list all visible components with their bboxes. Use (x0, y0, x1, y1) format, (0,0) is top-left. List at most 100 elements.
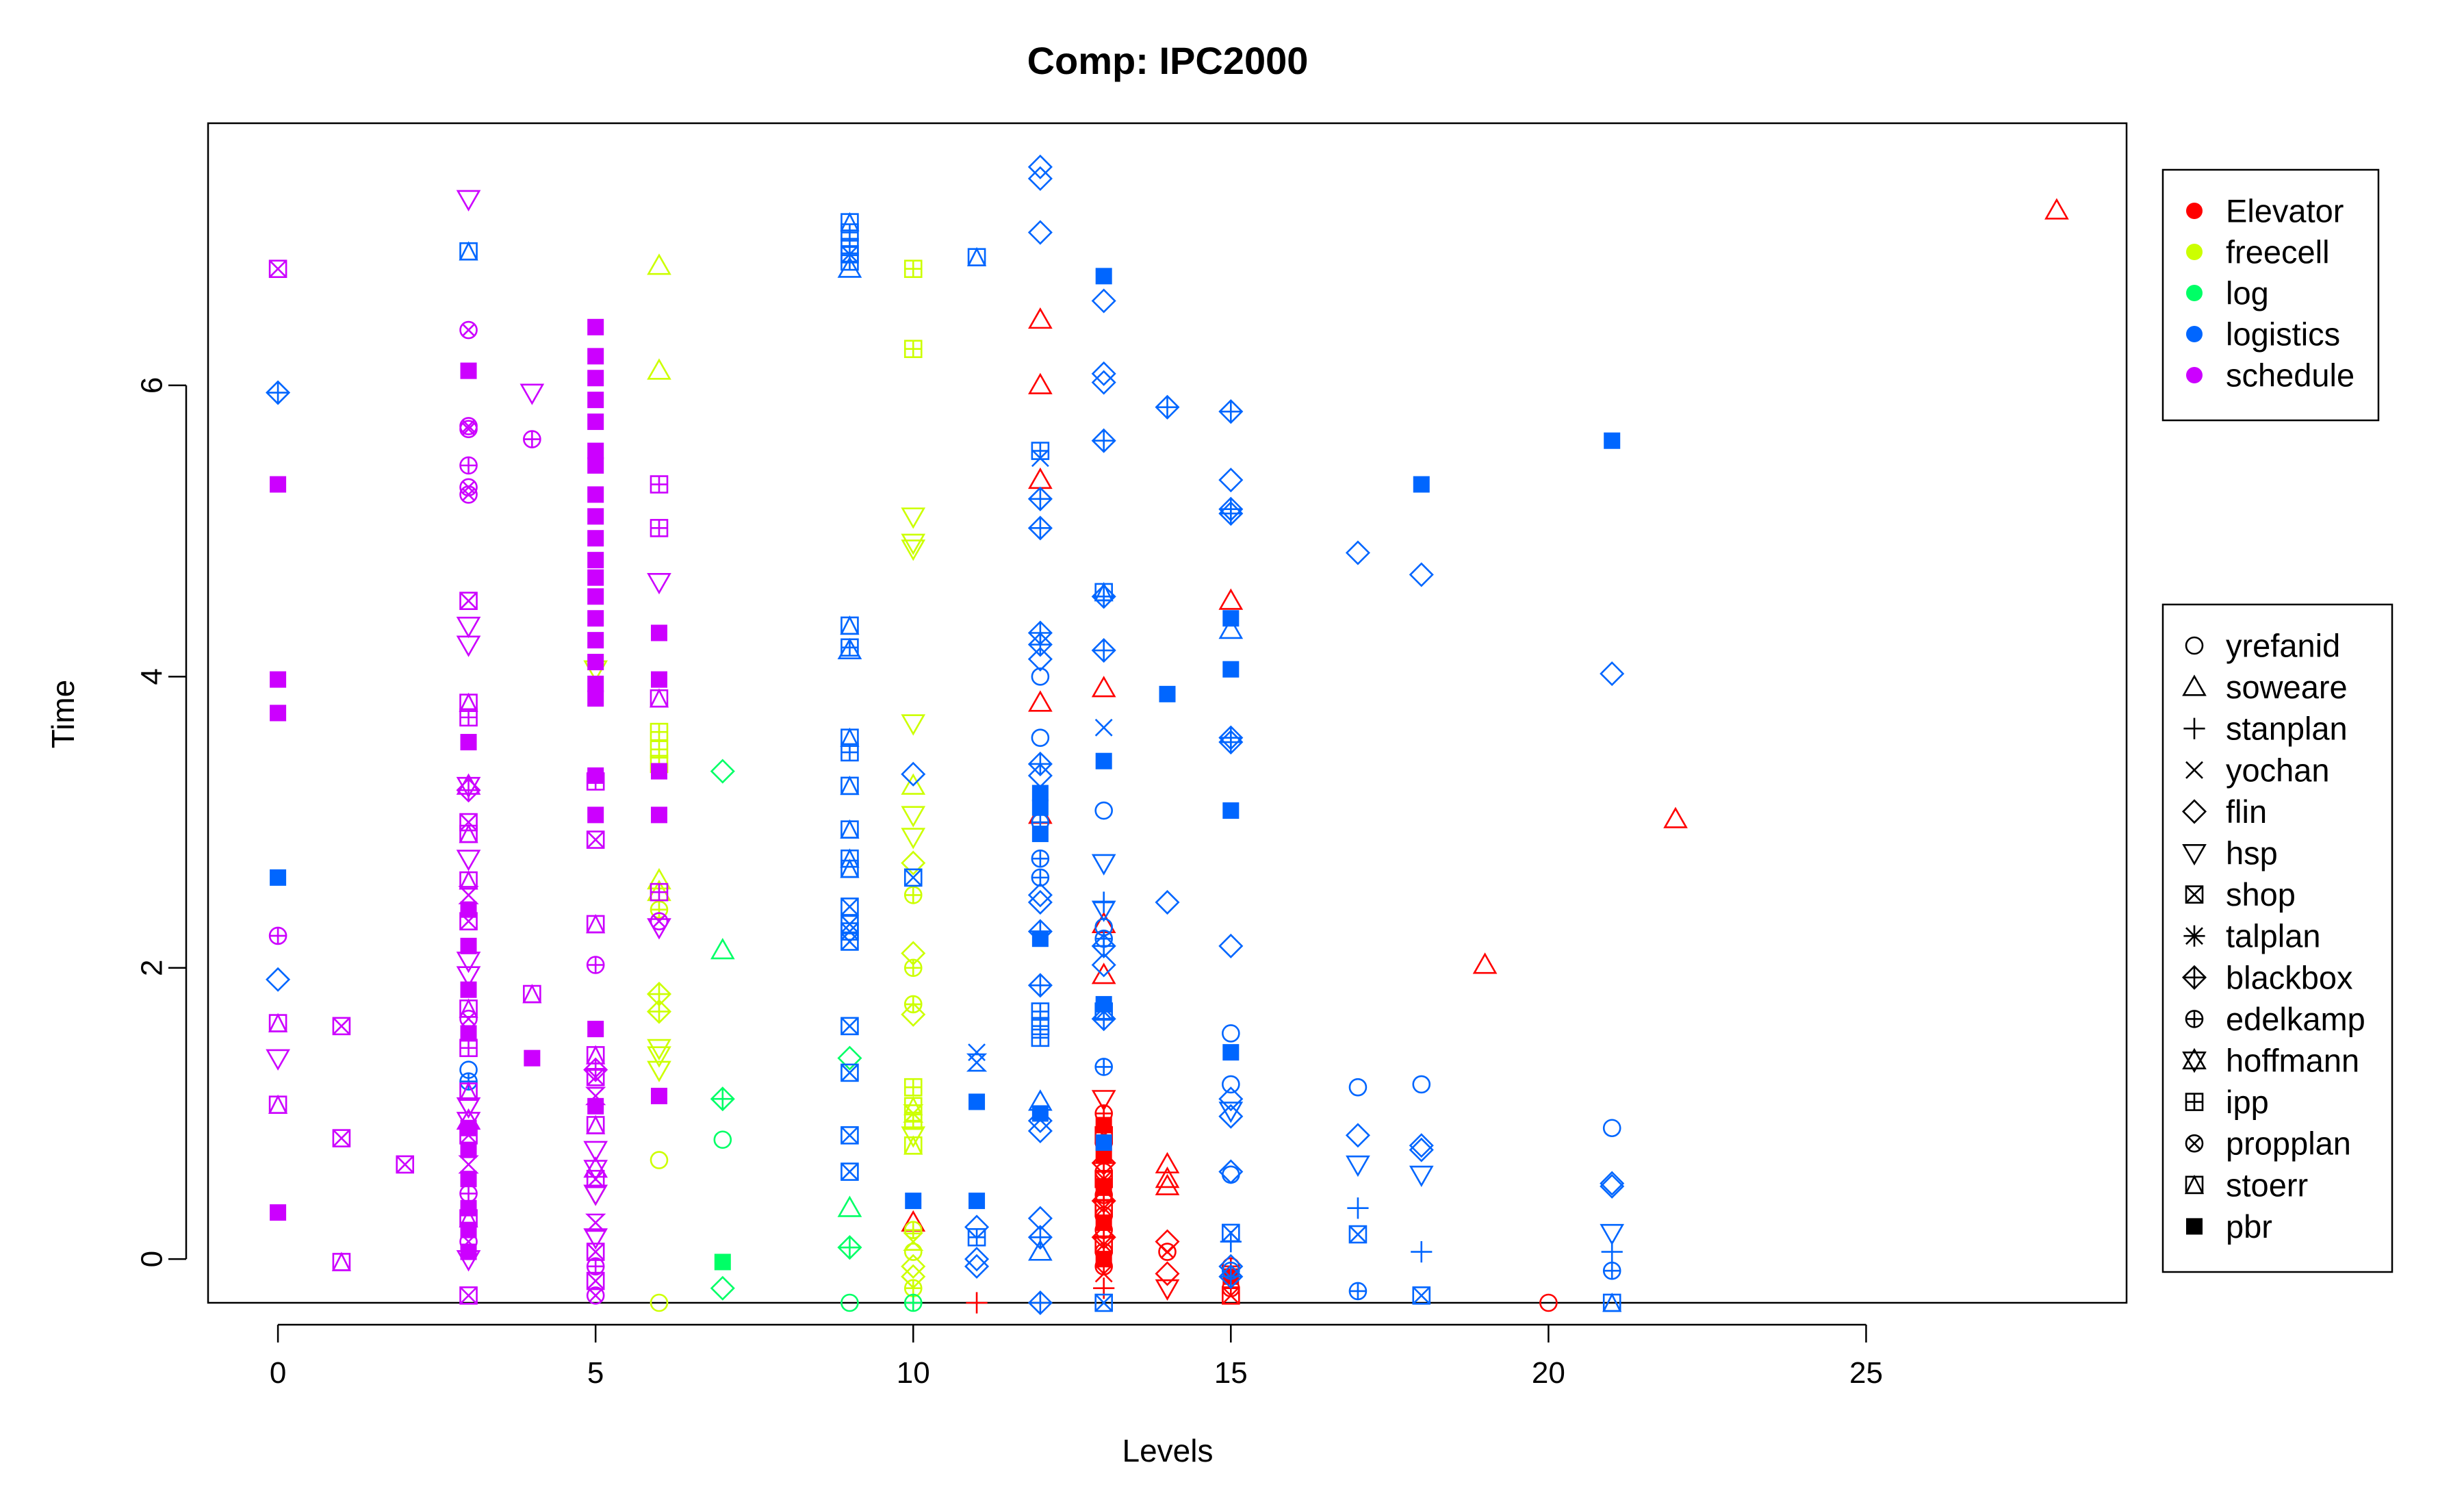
data-point (460, 937, 477, 954)
data-point (583, 1228, 608, 1250)
data-point (1028, 690, 1053, 712)
data-point (837, 1045, 862, 1071)
legend-item-stanplan: stanplan (2183, 711, 2348, 747)
data-point (1601, 1240, 1623, 1263)
circle-icon (2185, 636, 2204, 655)
data-point (901, 1253, 926, 1279)
legend-item-hsp: hsp (2182, 835, 2278, 871)
data-point (1094, 1257, 1113, 1276)
data-point (1031, 930, 1049, 947)
data-point (650, 806, 667, 824)
legend-swatch (2186, 203, 2203, 219)
data-point (1412, 1075, 1431, 1094)
legend-label: log (2226, 275, 2269, 311)
x-axis-label: Levels (1122, 1433, 1214, 1468)
data-point (1602, 1261, 1621, 1280)
data-point (1027, 1225, 1053, 1250)
legend-item-schedule: schedule (2186, 357, 2354, 394)
circle-x-icon (2185, 1134, 2204, 1153)
data-point (587, 442, 604, 459)
data-point (1602, 1293, 1622, 1312)
series-schedule (266, 190, 671, 1305)
data-point (903, 958, 923, 978)
data-point (1158, 1243, 1177, 1261)
data-point (266, 380, 291, 405)
data-point (1155, 394, 1180, 420)
data-point (1218, 1086, 1244, 1112)
data-point (1412, 1286, 1431, 1305)
y-axis: 0 2 4 6 (136, 377, 188, 1267)
data-point (650, 519, 669, 537)
data-point (901, 539, 926, 561)
data-point (1155, 1151, 1180, 1173)
data-point (1095, 1117, 1112, 1134)
data-point (646, 999, 672, 1024)
data-point (587, 1021, 604, 1038)
legend-label: soweare (2226, 669, 2348, 705)
data-point (1091, 900, 1116, 922)
data-point (1027, 486, 1053, 511)
data-point (713, 1130, 732, 1149)
data-point (964, 1253, 990, 1279)
data-point (840, 615, 860, 635)
data-point (1348, 1225, 1368, 1244)
data-point (710, 1086, 735, 1112)
square-triangle-icon (2184, 1174, 2205, 1195)
data-point (1218, 725, 1244, 750)
data-point (268, 1094, 288, 1115)
data-point (1220, 1231, 1242, 1253)
data-point (1028, 1239, 1053, 1261)
data-point (460, 734, 477, 751)
data-point (1222, 1165, 1240, 1184)
legend-item-soweare: soweare (2182, 669, 2348, 705)
data-point (647, 1039, 671, 1060)
data-point (1027, 1108, 1053, 1134)
data-point (964, 1247, 990, 1272)
data-point (903, 886, 923, 904)
legend-label: yrefanid (2226, 628, 2340, 664)
data-point (903, 1221, 923, 1239)
data-point (459, 1286, 478, 1305)
legend-swatch (2186, 326, 2203, 342)
data-point (1091, 854, 1116, 876)
data-point (968, 1093, 986, 1110)
data-point (901, 773, 926, 795)
chart-title: Comp: IPC2000 (1027, 39, 1309, 82)
data-point (459, 1039, 478, 1058)
legend-item-yrefanid: yrefanid (2185, 628, 2340, 664)
x-tick-label: 5 (587, 1356, 604, 1390)
data-point (650, 1293, 669, 1312)
data-point (840, 898, 859, 916)
legend-item-elevator: Elevator (2186, 193, 2344, 229)
star-of-david-icon (2182, 1047, 2207, 1073)
data-point (903, 1293, 923, 1312)
data-point (459, 420, 478, 439)
data-point (901, 850, 926, 876)
data-point (456, 1250, 481, 1272)
legend-item-ipp: ipp (2185, 1084, 2269, 1120)
asterisk-icon (2183, 925, 2205, 947)
data-point (837, 637, 862, 660)
y-tick-label: 0 (136, 1251, 169, 1267)
y-tick-label: 2 (136, 960, 169, 976)
series-log (710, 759, 923, 1312)
data-point (647, 1046, 671, 1068)
data-point (1095, 268, 1112, 285)
data-point (1472, 952, 1498, 974)
data-point (966, 246, 987, 266)
data-point (587, 675, 604, 692)
data-point (840, 743, 859, 762)
domain-legend: Elevator freecell log logistics schedule (2161, 168, 2380, 422)
data-point (459, 708, 478, 727)
data-point (1222, 1024, 1240, 1043)
series-logistics (266, 154, 1625, 1316)
data-point (270, 869, 287, 886)
data-point (901, 761, 926, 787)
data-point (1155, 889, 1180, 915)
data-point (524, 1049, 541, 1067)
data-point (460, 1119, 477, 1136)
circle-plus-icon (2185, 1010, 2204, 1028)
data-point (268, 926, 287, 945)
data-point (460, 981, 477, 998)
square-x-icon (2185, 885, 2204, 904)
